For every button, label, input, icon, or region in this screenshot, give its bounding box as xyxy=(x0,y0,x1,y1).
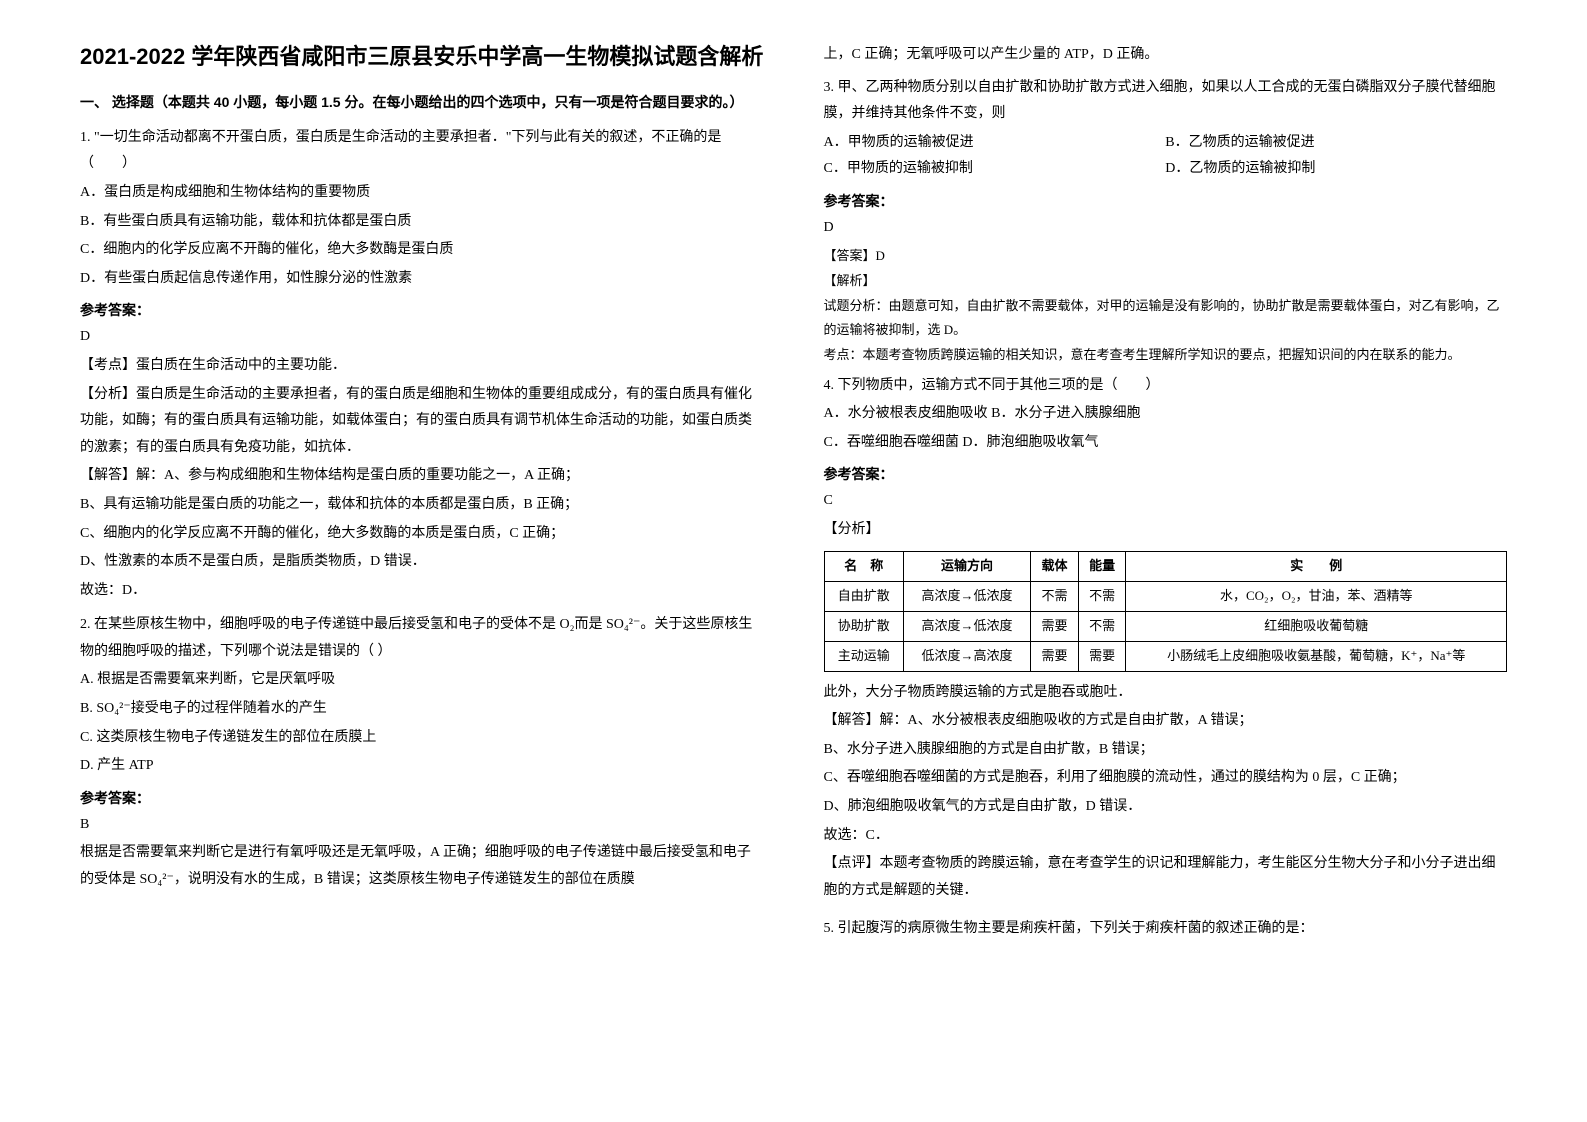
q1-stem: 1. "一切生命活动都离不开蛋白质，蛋白质是生命活动的主要承担者．"下列与此有关… xyxy=(80,125,764,178)
table-cell: 协助扩散 xyxy=(824,612,903,642)
exam-title: 2021-2022 学年陕西省咸阳市三原县安乐中学高一生物模拟试题含解析 xyxy=(80,40,764,73)
q4-solve-d: D、肺泡细胞吸收氧气的方式是自由扩散，D 错误． xyxy=(824,794,1508,821)
q4-after-table: 此外，大分子物质跨膜运输的方式是胞吞或胞吐． xyxy=(824,680,1508,707)
table-row: 自由扩散 高浓度→低浓度 不需 不需 水，CO₂，O₂，甘油，苯、酒精等 xyxy=(824,582,1507,612)
q4-solve-a: 【解答】解：A、水分被根表皮细胞吸收的方式是自由扩散，A 错误； xyxy=(824,708,1508,735)
q1-answer-label: 参考答案： xyxy=(80,300,764,320)
q2-answer-label: 参考答案： xyxy=(80,788,764,808)
q3-answer-label: 参考答案： xyxy=(824,191,1508,211)
q2-option-d: D. 产生 ATP xyxy=(80,753,764,780)
q4-review: 【点评】本题考查物质的跨膜运输，意在考查学生的识记和理解能力，考生能区分生物大分… xyxy=(824,851,1508,904)
q2-option-c: C. 这类原核生物电子传递链发生的部位在质膜上 xyxy=(80,725,764,752)
q1-solve-b: B、具有运输功能是蛋白质的功能之一，载体和抗体的本质都是蛋白质，B 正确； xyxy=(80,492,764,519)
table-cell: 不需 xyxy=(1078,582,1126,612)
page-container: 2021-2022 学年陕西省咸阳市三原县安乐中学高一生物模拟试题含解析 一、 … xyxy=(0,0,1587,1122)
q1-option-d: D．有些蛋白质起信息传递作用，如性腺分泌的性激素 xyxy=(80,266,764,293)
table-cell: 水，CO₂，O₂，甘油，苯、酒精等 xyxy=(1126,582,1507,612)
q3-option-a: A．甲物质的运输被促进 xyxy=(824,130,1166,157)
q1-solve-a: 【解答】解：A、参与构成细胞和生物体结构是蛋白质的重要功能之一，A 正确； xyxy=(80,463,764,490)
q3-answer-tag: 【答案】D xyxy=(824,244,1508,267)
q3-option-b: B．乙物质的运输被促进 xyxy=(1165,130,1507,157)
q3-options-row1: A．甲物质的运输被促进 B．乙物质的运输被促进 xyxy=(824,130,1508,157)
table-cell: 需要 xyxy=(1031,641,1079,671)
q2-continue: 上，C 正确；无氧呼吸可以产生少量的 ATP，D 正确。 xyxy=(824,42,1508,69)
q4-solve-c: C、吞噬细胞吞噬细菌的方式是胞吞，利用了细胞膜的流动性，通过的膜结构为 0 层，… xyxy=(824,765,1508,792)
table-cell: 低浓度→高浓度 xyxy=(903,641,1030,671)
q4-analysis-tag: 【分析】 xyxy=(824,517,1508,544)
q3-option-d: D．乙物质的运输被抑制 xyxy=(1165,156,1507,183)
q3-options-row2: C．甲物质的运输被抑制 D．乙物质的运输被抑制 xyxy=(824,156,1508,183)
table-cell: 高浓度→低浓度 xyxy=(903,582,1030,612)
table-cell: 主动运输 xyxy=(824,641,903,671)
table-cell: 需要 xyxy=(1078,641,1126,671)
q2-answer: B xyxy=(80,812,764,839)
q3-analysis-2: 考点：本题考查物质跨膜运输的相关知识，意在考查考生理解所学知识的要点，把握知识间… xyxy=(824,343,1508,366)
table-cell: 高浓度→低浓度 xyxy=(903,612,1030,642)
q2-explain: 根据是否需要氧来判断它是进行有氧呼吸还是无氧呼吸，A 正确；细胞呼吸的电子传递链… xyxy=(80,840,764,893)
q1-solve-c: C、细胞内的化学反应离不开酶的催化，绝大多数酶的本质是蛋白质，C 正确； xyxy=(80,521,764,548)
q2-option-b: B. SO₄²⁻接受电子的过程伴随着水的产生 xyxy=(80,696,764,723)
q3-answer: D xyxy=(824,215,1508,242)
q3-analysis-tag: 【解析】 xyxy=(824,269,1508,292)
q4-answer: C xyxy=(824,488,1508,515)
table-cell: 自由扩散 xyxy=(824,582,903,612)
section-1-header: 一、 选择题（本题共 40 小题，每小题 1.5 分。在每小题给出的四个选项中，… xyxy=(80,91,764,115)
table-header-cell: 实 例 xyxy=(1126,552,1507,582)
table-header-row: 名 称 运输方向 载体 能量 实 例 xyxy=(824,552,1507,582)
q1-option-b: B．有些蛋白质具有运输功能，载体和抗体都是蛋白质 xyxy=(80,209,764,236)
q1-point: 【考点】蛋白质在生命活动中的主要功能． xyxy=(80,353,764,380)
q3-stem: 3. 甲、乙两种物质分别以自由扩散和协助扩散方式进入细胞，如果以人工合成的无蛋白… xyxy=(824,75,1508,128)
q4-transport-table: 名 称 运输方向 载体 能量 实 例 自由扩散 高浓度→低浓度 不需 不需 水，… xyxy=(824,551,1508,671)
q3-analysis-1: 试题分析：由题意可知，自由扩散不需要载体，对甲的运输是没有影响的，协助扩散是需要… xyxy=(824,294,1508,341)
q4-option-cd: C．吞噬细胞吞噬细菌 D．肺泡细胞吸收氧气 xyxy=(824,430,1508,457)
table-cell: 小肠绒毛上皮细胞吸收氨基酸，葡萄糖，K⁺，Na⁺等 xyxy=(1126,641,1507,671)
q1-solve-d: D、性激素的本质不是蛋白质，是脂质类物质，D 错误． xyxy=(80,549,764,576)
table-header-cell: 能量 xyxy=(1078,552,1126,582)
q1-option-c: C．细胞内的化学反应离不开酶的催化，绝大多数酶是蛋白质 xyxy=(80,237,764,264)
q1-choose: 故选：D． xyxy=(80,578,764,605)
q4-stem: 4. 下列物质中，运输方式不同于其他三项的是（ ） xyxy=(824,373,1508,400)
table-cell: 不需 xyxy=(1031,582,1079,612)
table-row: 主动运输 低浓度→高浓度 需要 需要 小肠绒毛上皮细胞吸收氨基酸，葡萄糖，K⁺，… xyxy=(824,641,1507,671)
table-cell: 需要 xyxy=(1031,612,1079,642)
q4-solve-b: B、水分子进入胰腺细胞的方式是自由扩散，B 错误； xyxy=(824,737,1508,764)
q1-analysis: 【分析】蛋白质是生命活动的主要承担者，有的蛋白质是细胞和生物体的重要组成成分，有… xyxy=(80,382,764,462)
q2-stem: 2. 在某些原核生物中，细胞呼吸的电子传递链中最后接受氢和电子的受体不是 O₂而… xyxy=(80,612,764,665)
left-column: 2021-2022 学年陕西省咸阳市三原县安乐中学高一生物模拟试题含解析 一、 … xyxy=(50,40,794,1082)
right-column: 上，C 正确；无氧呼吸可以产生少量的 ATP，D 正确。 3. 甲、乙两种物质分… xyxy=(794,40,1538,1082)
table-cell: 不需 xyxy=(1078,612,1126,642)
q4-answer-label: 参考答案： xyxy=(824,464,1508,484)
q2-option-a: A. 根据是否需要氧来判断，它是厌氧呼吸 xyxy=(80,667,764,694)
table-header-cell: 运输方向 xyxy=(903,552,1030,582)
table-header-cell: 载体 xyxy=(1031,552,1079,582)
q5-stem: 5. 引起腹泻的病原微生物主要是痢疾杆菌，下列关于痢疾杆菌的叙述正确的是： xyxy=(824,916,1508,943)
q4-option-ab: A．水分被根表皮细胞吸收 B．水分子进入胰腺细胞 xyxy=(824,401,1508,428)
q1-answer: D xyxy=(80,324,764,351)
table-cell: 红细胞吸收葡萄糖 xyxy=(1126,612,1507,642)
table-header-cell: 名 称 xyxy=(824,552,903,582)
q3-option-c: C．甲物质的运输被抑制 xyxy=(824,156,1166,183)
q1-option-a: A．蛋白质是构成细胞和生物体结构的重要物质 xyxy=(80,180,764,207)
q4-choose: 故选：C． xyxy=(824,823,1508,850)
table-row: 协助扩散 高浓度→低浓度 需要 不需 红细胞吸收葡萄糖 xyxy=(824,612,1507,642)
